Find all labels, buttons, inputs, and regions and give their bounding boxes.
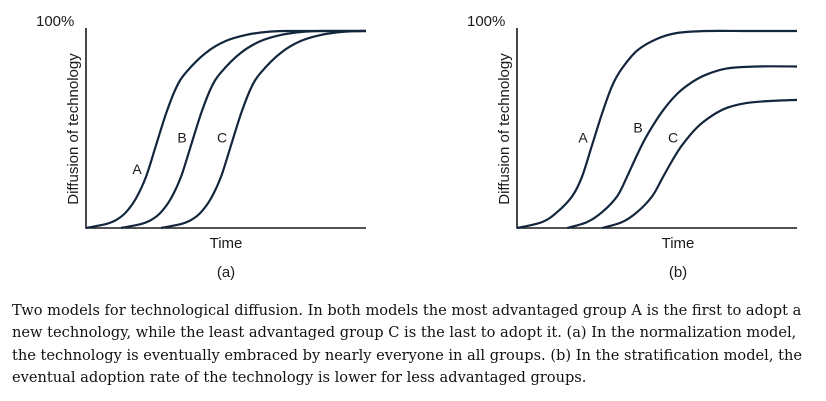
panel-b-x-axis-label: Time bbox=[662, 235, 695, 252]
panel-a-label: (a) bbox=[217, 264, 235, 281]
panel-a-series-label-b: B bbox=[177, 129, 186, 145]
panel-a-curve-b bbox=[120, 29, 367, 230]
panel-a-top-label: 100% bbox=[36, 13, 74, 30]
panel-a-curve-c bbox=[160, 29, 367, 230]
panel-b-curve-b bbox=[566, 65, 798, 230]
panel-b-top-label: 100% bbox=[467, 13, 505, 30]
panel-a-curve-a bbox=[85, 29, 366, 230]
panel-b-curve-a bbox=[516, 29, 797, 230]
panel-b: 100% Diffusion of technology A B C Time (b… bbox=[467, 13, 798, 281]
panel-b-series-label-b: B bbox=[633, 119, 642, 135]
figure-caption: Two models for technological diffusion. … bbox=[12, 302, 803, 386]
panel-a-series-label-c: C bbox=[217, 129, 227, 145]
panel-b-curve-c bbox=[601, 98, 798, 230]
panel-b-label: (b) bbox=[669, 264, 687, 281]
panel-b-y-axis-label: Diffusion of technology bbox=[496, 53, 513, 205]
panel-a-series-label-a: A bbox=[132, 161, 142, 177]
panel-a-y-axis-label: Diffusion of technology bbox=[65, 53, 82, 205]
panel-b-series-label-c: C bbox=[668, 129, 678, 145]
panel-a-curves: A B C bbox=[85, 29, 367, 230]
figure: 100% Diffusion of technology A B C Time (a… bbox=[36, 13, 798, 281]
panel-a-x-axis-label: Time bbox=[210, 235, 243, 252]
figure-svg: 100% Diffusion of technology A B C Time (a… bbox=[36, 13, 798, 281]
panel-a-axes bbox=[85, 28, 366, 229]
panel-b-curves: A B C bbox=[516, 29, 798, 230]
panel-b-axes bbox=[516, 28, 797, 229]
panel-a: 100% Diffusion of technology A B C Time (a… bbox=[36, 13, 367, 281]
panel-b-series-label-a: A bbox=[578, 129, 588, 145]
